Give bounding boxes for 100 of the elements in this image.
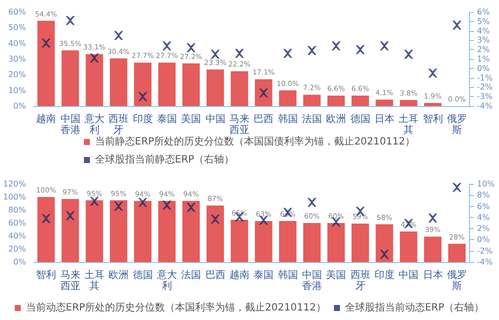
point — [404, 50, 414, 59]
x-tick-label: 法国 — [302, 113, 322, 125]
x-tick-label: 越南 — [36, 113, 56, 125]
x-tick-label: 越南 — [229, 269, 250, 281]
point — [186, 43, 196, 52]
point — [66, 16, 75, 25]
bar — [279, 90, 296, 106]
point — [162, 41, 172, 50]
point — [210, 214, 220, 224]
y2-tick-label: 8% — [477, 190, 490, 200]
bar — [303, 94, 321, 106]
y-tick-label: 60% — [8, 218, 26, 228]
point — [42, 38, 51, 48]
y-tick-label: 20% — [8, 70, 26, 80]
y-tick-label: 40% — [8, 232, 26, 240]
y2-tick-label: 4% — [477, 212, 490, 222]
x-tick-label: 韩国 — [278, 269, 298, 281]
x-tick-label: 韩国 — [278, 113, 298, 125]
point — [186, 202, 196, 212]
bar — [206, 69, 224, 106]
x-tick-label: 巴西 — [254, 114, 274, 125]
bar — [230, 220, 248, 262]
x-tick-label: 中国香港 — [60, 113, 80, 136]
x-tick-label: 中国 — [205, 113, 226, 125]
x-tick-label: 泰国 — [254, 270, 274, 281]
x-tick-label: 日本 — [374, 113, 394, 125]
x-tick-label: 智利 — [422, 113, 443, 125]
point — [234, 48, 244, 58]
y2-tick-label: 6% — [477, 8, 490, 16]
bar — [206, 205, 224, 262]
y2-tick-label: 1% — [477, 54, 490, 64]
point — [90, 196, 99, 206]
x-tick-label: 西班牙 — [350, 269, 370, 292]
bar — [376, 100, 394, 106]
y-tick-label: 80% — [8, 206, 26, 214]
y2-tick-label: 0% — [477, 235, 490, 244]
bar — [62, 198, 79, 262]
bar — [352, 224, 369, 262]
y-tick-label: 20% — [8, 244, 26, 254]
point — [307, 198, 316, 207]
x-tick-label: 印度 — [132, 113, 153, 125]
x-tick-label: 俄罗斯 — [446, 113, 467, 136]
bar — [134, 200, 152, 262]
y2-tick-label: 6% — [477, 202, 490, 211]
bar — [86, 200, 104, 262]
y-tick-label: 40% — [8, 38, 26, 48]
x-tick-label: 土耳其 — [398, 113, 419, 136]
bar — [86, 54, 104, 106]
bar — [424, 103, 442, 106]
legend-label: 当前静态ERP所处的历史分位数（本国国债利率为锚，截止20210112） — [94, 136, 416, 148]
x-tick-label: 土耳其 — [84, 269, 104, 292]
point — [283, 48, 292, 58]
point — [452, 182, 462, 192]
y-tick-label: 30% — [8, 54, 26, 64]
x-tick-label: 德国 — [350, 114, 370, 125]
y2-tick-label: 2% — [477, 224, 490, 234]
bar — [376, 224, 394, 262]
y-tick-label: 60% — [8, 8, 26, 16]
y2-tick-label: -1% — [477, 73, 493, 82]
x-tick-label: 日本 — [422, 269, 443, 281]
bar — [400, 100, 418, 106]
x-tick-label: 欧洲 — [326, 113, 346, 125]
bar — [303, 223, 321, 262]
y2-tick-label: -4% — [477, 258, 493, 266]
point — [66, 211, 75, 220]
y2-tick-label: 5% — [477, 16, 490, 26]
point — [162, 200, 172, 210]
point — [42, 214, 51, 224]
bar — [182, 63, 200, 106]
x-tick-label: 欧洲 — [108, 269, 129, 281]
point — [307, 46, 316, 56]
bar — [424, 236, 442, 262]
bar — [110, 58, 128, 106]
y2-tick-label: 3% — [477, 36, 490, 45]
bar — [448, 244, 466, 262]
y2-tick-label: -2% — [477, 246, 493, 256]
point — [380, 250, 389, 259]
bar — [327, 96, 345, 106]
x-tick-label: 马来西亚 — [60, 269, 80, 292]
x-tick-label: 巴西 — [205, 270, 226, 281]
bar — [37, 20, 55, 106]
bar — [158, 200, 176, 262]
bar — [182, 200, 200, 262]
x-tick-label: 印度 — [374, 269, 394, 281]
bar — [62, 50, 79, 106]
bar — [110, 200, 128, 262]
x-tick-label: 美国 — [181, 113, 202, 125]
x-tick-label: 美国 — [326, 269, 346, 281]
y-tick-label: 0% — [13, 102, 26, 110]
x-tick-label: 意大利 — [156, 269, 177, 292]
x-tick-label: 智利 — [36, 269, 56, 281]
x-tick-label: 西班牙 — [108, 113, 129, 136]
bar — [134, 62, 152, 106]
bar — [254, 79, 272, 106]
point — [114, 31, 124, 40]
x-tick-label: 德国 — [132, 270, 153, 281]
y-tick-label: 50% — [8, 23, 26, 32]
point — [452, 20, 462, 30]
y-tick-label: 10% — [8, 86, 26, 95]
y-tick-label: 120% — [3, 180, 26, 188]
